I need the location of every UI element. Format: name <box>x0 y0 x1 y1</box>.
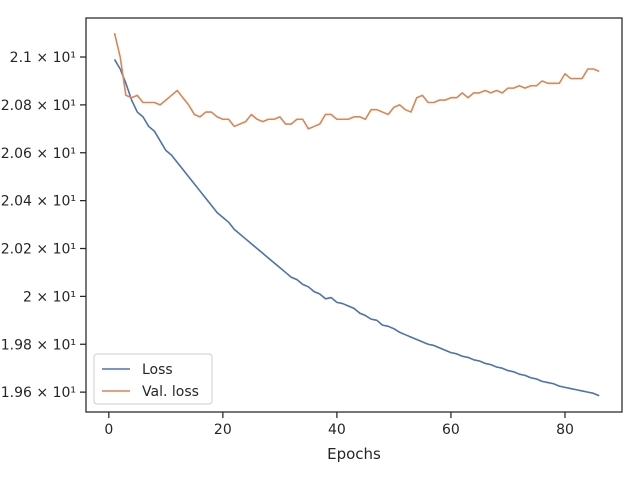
y-tick-label: 2.04 × 10¹ <box>1 194 76 210</box>
x-tick-label: 20 <box>214 422 232 438</box>
y-tick-label: 2.08 × 10¹ <box>1 98 76 114</box>
x-tick-label: 80 <box>556 422 574 438</box>
x-axis-label: Epochs <box>327 445 381 463</box>
y-tick-label: 2 × 10¹ <box>23 289 76 305</box>
x-tick-label: 0 <box>104 422 113 438</box>
y-tick-label: 2.06 × 10¹ <box>1 146 76 162</box>
series-line-val-loss <box>113 32 600 130</box>
x-tick-label: 60 <box>442 422 460 438</box>
y-tick-label: 1.98 × 10¹ <box>1 337 76 353</box>
axes-frame <box>85 17 623 413</box>
axis-ticks: 0 20 40 60 80 1.96 × 10¹ 1.98 × 10¹ 2 × 10¹ 2.02… <box>1 50 574 438</box>
x-tick-label: 40 <box>328 422 346 438</box>
y-tick-label: 2.02 × 10¹ <box>1 242 76 258</box>
legend: Loss Val. loss <box>93 353 213 405</box>
plot-area <box>113 32 600 397</box>
legend-label: Loss <box>142 362 173 378</box>
y-tick-label: 1.96 × 10¹ <box>1 385 76 401</box>
legend-label: Val. loss <box>142 384 199 400</box>
series-line-loss <box>113 59 600 397</box>
y-tick-label: 2.1 × 10¹ <box>10 50 76 66</box>
